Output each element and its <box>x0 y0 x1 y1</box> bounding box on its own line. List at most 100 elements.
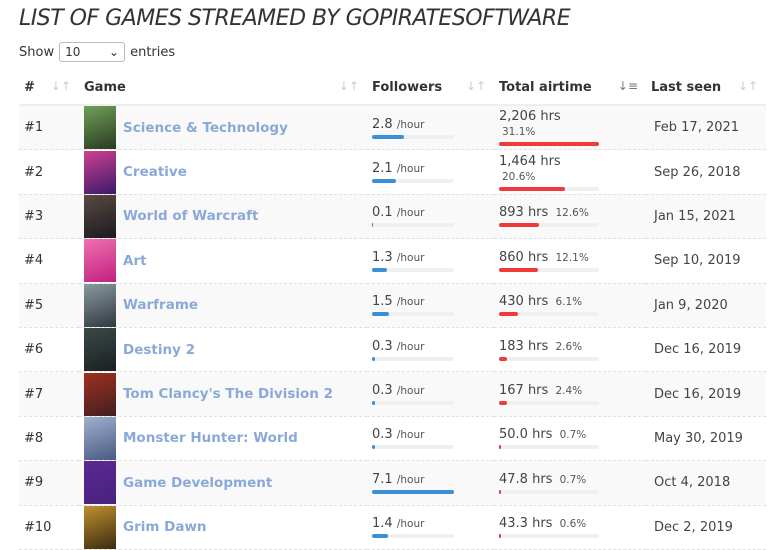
game-thumbnail[interactable] <box>84 328 116 372</box>
followers-value: 0.3 <box>372 338 393 354</box>
game-cell: Art <box>79 238 367 284</box>
airtime-bar <box>499 312 599 317</box>
airtime-bar-fill <box>499 312 519 317</box>
game-cell: Monster Hunter: World <box>79 416 367 462</box>
game-link[interactable]: Science & Technology <box>123 119 288 136</box>
game-link[interactable]: Grim Dawn <box>123 519 207 536</box>
column-label: Followers <box>372 79 443 95</box>
last-seen-cell: Dec 2, 2019 <box>646 505 766 550</box>
airtime-bar-fill <box>499 445 502 450</box>
sort-icon: ↓↑ <box>338 79 359 93</box>
game-link[interactable]: World of Warcraft <box>123 208 259 225</box>
airtime-cell: 1,464 hrs 20.6% <box>494 149 646 195</box>
rank: #3 <box>24 208 44 224</box>
game-thumbnail[interactable] <box>84 194 116 238</box>
column-label: # <box>24 79 35 95</box>
airtime-cell: 43.3 hrs 0.6% <box>494 505 646 550</box>
airtime-value: 893 hrs <box>499 205 549 221</box>
game-link[interactable]: Game Development <box>123 474 273 491</box>
table-row: #1 Science & Technology 2.8 /hour 2,206 … <box>19 105 766 151</box>
column-header-game[interactable]: Game ↓↑ <box>79 70 367 106</box>
column-label: Total airtime <box>499 79 592 95</box>
followers-bar <box>372 356 454 361</box>
last-seen: Dec 2, 2019 <box>654 519 733 535</box>
sort-icon: ↓↑ <box>50 79 71 93</box>
followers-unit: /hour <box>396 207 425 220</box>
followers-bar-fill <box>372 401 376 406</box>
followers-cell: 0.1 /hour <box>367 194 494 240</box>
airtime-value: 43.3 hrs <box>499 516 553 532</box>
entries-select[interactable]: 10 ⌄ <box>59 42 126 62</box>
show-label: Show <box>19 44 55 60</box>
rank-cell: #2 <box>19 149 79 195</box>
game-thumbnail[interactable] <box>84 505 116 549</box>
airtime-percent: 12.1% <box>555 251 589 264</box>
followers-cell: 1.3 /hour <box>367 238 494 284</box>
game-link[interactable]: Destiny 2 <box>123 341 195 358</box>
column-header-total-airtime[interactable]: Total airtime ↓≡ <box>494 70 646 106</box>
rank: #5 <box>24 297 44 313</box>
table-row: #8 Monster Hunter: World 0.3 /hour 50.0 … <box>19 416 766 462</box>
game-thumbnail[interactable] <box>84 416 116 460</box>
followers-cell: 0.3 /hour <box>367 327 494 373</box>
game-link[interactable]: Warframe <box>123 297 199 314</box>
last-seen: Jan 9, 2020 <box>654 297 728 313</box>
game-thumbnail[interactable] <box>84 150 116 194</box>
followers-cell: 2.1 /hour <box>367 149 494 195</box>
game-cell: Grim Dawn <box>79 505 367 550</box>
followers-unit: /hour <box>396 385 425 398</box>
game-thumbnail[interactable] <box>84 239 116 283</box>
airtime-value: 860 hrs <box>499 249 549 265</box>
followers-unit: /hour <box>396 518 425 531</box>
game-cell: Creative <box>79 149 367 195</box>
airtime-bar <box>499 489 599 494</box>
last-seen-cell: Jan 9, 2020 <box>646 283 766 328</box>
rank-cell: #9 <box>19 460 79 506</box>
game-thumbnail[interactable] <box>84 283 116 327</box>
followers-cell: 0.3 /hour <box>367 371 494 417</box>
last-seen: Feb 17, 2021 <box>654 120 740 136</box>
last-seen: Sep 10, 2019 <box>654 253 741 269</box>
followers-bar-fill <box>372 312 390 317</box>
last-seen: Dec 16, 2019 <box>654 342 742 358</box>
airtime-bar <box>499 186 599 191</box>
rank-cell: #5 <box>19 283 79 328</box>
last-seen: Jan 15, 2021 <box>654 208 737 224</box>
last-seen: Oct 4, 2018 <box>654 475 731 491</box>
rank-cell: #6 <box>19 327 79 373</box>
chevron-down-icon: ⌄ <box>109 45 120 59</box>
airtime-bar-fill <box>499 142 599 147</box>
followers-cell: 1.4 /hour <box>367 505 494 550</box>
entries-length-control: Show 10 ⌄ entries <box>19 42 175 62</box>
game-link[interactable]: Creative <box>123 164 187 181</box>
table-row: #9 Game Development 7.1 /hour 47.8 hrs 0… <box>19 460 766 506</box>
followers-value: 7.1 <box>372 471 393 487</box>
game-thumbnail[interactable] <box>84 461 116 505</box>
column-header-last-seen[interactable]: Last seen ↓↑ <box>646 70 766 106</box>
rank-cell: #4 <box>19 238 79 284</box>
last-seen-cell: Dec 16, 2019 <box>646 371 766 417</box>
rank-cell: #7 <box>19 371 79 417</box>
column-header-followers[interactable]: Followers ↓↑ <box>367 70 494 106</box>
rank: #9 <box>24 475 44 491</box>
column-header-rank[interactable]: # ↓↑ <box>19 70 79 106</box>
table-row: #6 Destiny 2 0.3 /hour 183 hrs 2.6% Dec … <box>19 327 766 373</box>
airtime-value: 47.8 hrs <box>499 471 553 487</box>
followers-unit: /hour <box>396 340 425 353</box>
game-link[interactable]: Monster Hunter: World <box>123 430 298 447</box>
page-title: LIST OF GAMES STREAMED BY GOPIRATESOFTWA… <box>19 6 571 31</box>
airtime-percent: 6.1% <box>555 296 583 309</box>
game-link[interactable]: Tom Clancy's The Division 2 <box>123 386 333 403</box>
rank: #7 <box>24 386 44 402</box>
game-thumbnail[interactable] <box>84 106 116 150</box>
followers-bar <box>372 401 454 406</box>
airtime-percent: 0.7% <box>559 473 587 486</box>
airtime-cell: 2,206 hrs 31.1% <box>494 105 646 151</box>
sort-icon: ↓↑ <box>737 79 758 93</box>
game-link[interactable]: Art <box>123 252 147 269</box>
airtime-percent: 31.1% <box>502 126 536 139</box>
game-thumbnail[interactable] <box>84 372 116 416</box>
airtime-value: 1,464 hrs <box>499 153 561 169</box>
airtime-bar <box>499 267 599 272</box>
last-seen: Dec 16, 2019 <box>654 386 742 402</box>
